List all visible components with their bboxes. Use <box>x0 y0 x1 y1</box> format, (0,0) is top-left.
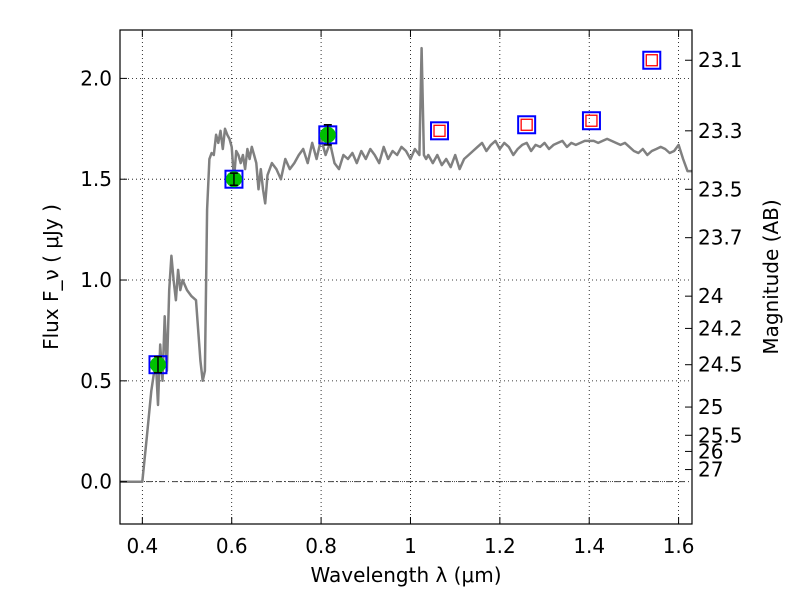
right-tick-label: 23.7 <box>698 226 743 250</box>
model-photometry-marker <box>642 50 662 70</box>
x-tick-label: 1.2 <box>484 534 516 558</box>
x-tick-label: 1 <box>404 534 417 558</box>
y-tick-label: 0.0 <box>80 470 112 494</box>
right-tick-label: 26 <box>698 439 723 463</box>
upper-limit-marker <box>520 118 533 131</box>
upper-limit-marker <box>585 114 598 127</box>
grid-layer <box>120 30 692 524</box>
right-tick-label: 23.3 <box>698 119 743 143</box>
model-photometry-marker <box>581 111 601 131</box>
right-tick-label: 23.1 <box>698 48 743 72</box>
y-tick-label: 1.0 <box>80 268 112 292</box>
x-tick-label: 0.8 <box>305 534 337 558</box>
model-photometry-marker <box>517 115 537 135</box>
y-tick-label: 1.5 <box>80 167 112 191</box>
spectrum-line <box>120 46 692 483</box>
right-axis-title: Magnitude (AB) <box>759 199 783 354</box>
right-tick-label: 24 <box>698 284 723 308</box>
right-tick-label: 25.5 <box>698 423 743 447</box>
x-tick-label: 0.6 <box>216 534 248 558</box>
right-tick-label: 27 <box>698 458 723 482</box>
model-photometry-marker <box>430 121 450 141</box>
x-tick-label: 1.6 <box>663 534 695 558</box>
right-tick-label: 23.5 <box>698 177 743 201</box>
upper-limit-marker <box>433 124 446 137</box>
y-tick-label: 2.0 <box>80 66 112 90</box>
right-tick-label: 24.5 <box>698 353 743 377</box>
x-axis-title: Wavelength λ (μm) <box>310 563 501 587</box>
data-layer <box>120 46 692 483</box>
right-tick-label: 25 <box>698 395 723 419</box>
x-tick-label: 1.4 <box>573 534 605 558</box>
x-tick-label: 0.4 <box>126 534 158 558</box>
y-axis-title: Flux F_ν ( μJy ) <box>39 204 63 350</box>
tick-layer: 0.4 0.6 0.8 1 1.2 1.4 1.6 0.0 0.5 1.0 1.5 2.0 23.1 23… <box>80 30 743 558</box>
y-tick-label: 0.5 <box>80 369 112 393</box>
right-tick-label: 24.2 <box>698 316 743 340</box>
upper-limit-marker <box>645 54 658 67</box>
model-photometry-marker <box>224 169 244 189</box>
plot-frame <box>119 29 693 525</box>
